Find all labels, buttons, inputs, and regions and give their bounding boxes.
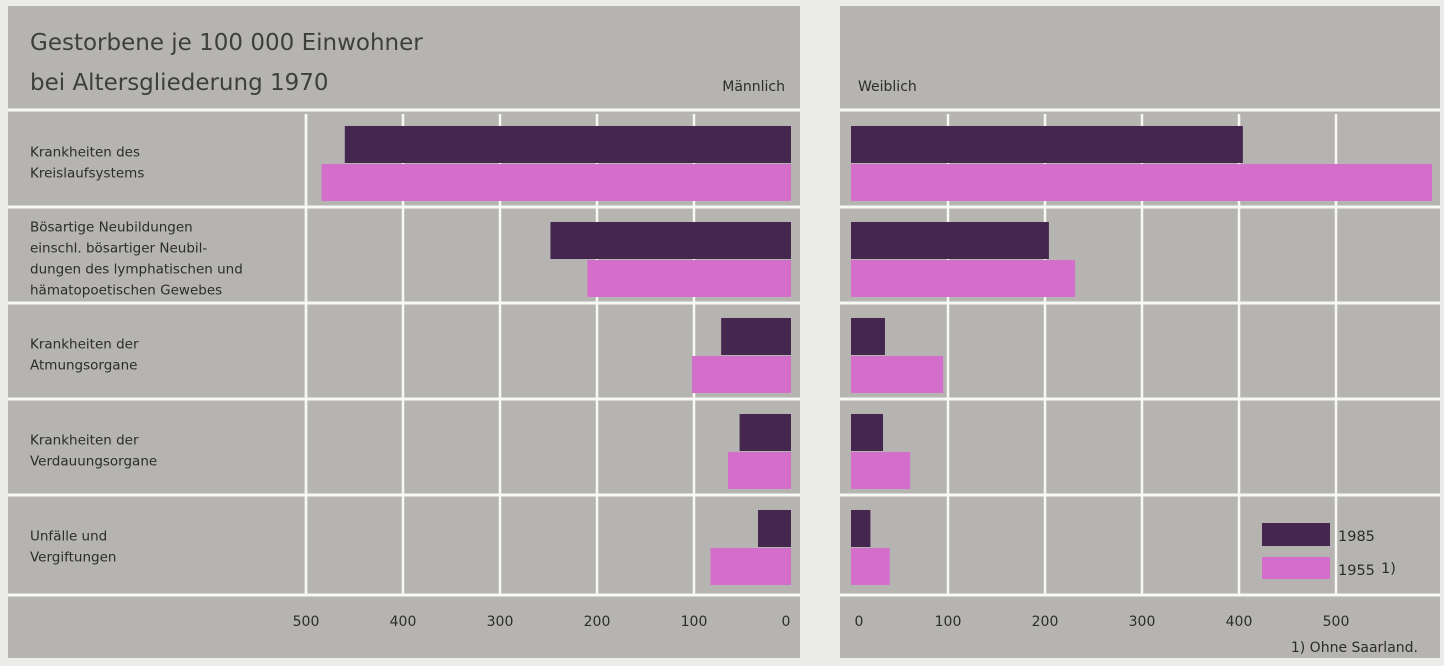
category-labels: Krankheiten des Kreislaufsystems Bösartige… <box>30 145 243 566</box>
male-tick-label: 500 <box>293 614 320 630</box>
bar-male-1985-row-1 <box>344 126 791 163</box>
male-tick-label: 200 <box>584 614 611 630</box>
category-label-row-3: Krankheiten der <box>30 337 139 353</box>
category-label-row-4: Verdauungsorgane <box>30 454 157 470</box>
bar-female-1985-row-3 <box>851 318 885 355</box>
bar-female-1985-row-1 <box>851 126 1243 163</box>
legend-note-1955: 1) <box>1381 561 1396 577</box>
bar-female-1955-row-4 <box>851 452 911 489</box>
bars <box>321 126 1432 585</box>
category-label-row-2: einschl. bösartiger Neubil- <box>30 241 207 257</box>
category-label-row-1: Kreislaufsystems <box>30 166 144 182</box>
category-label-row-2: Bösartige Neubildungen <box>30 220 193 236</box>
category-label-row-5: Unfälle und <box>30 529 107 545</box>
bar-female-1955-row-5 <box>851 548 890 585</box>
female-panel-background <box>840 6 1440 658</box>
female-tick-label: 200 <box>1032 614 1059 630</box>
bar-male-1985-row-4 <box>739 414 791 451</box>
female-tick-label: 300 <box>1129 614 1156 630</box>
legend-swatch-1955 <box>1262 557 1330 579</box>
male-panel-label: Männlich <box>722 79 785 95</box>
category-label-row-2: hämatopoetischen Gewebes <box>30 283 222 299</box>
bar-male-1985-row-2 <box>550 222 791 259</box>
bar-female-1955-row-2 <box>851 260 1076 297</box>
female-tick-label: 100 <box>935 614 962 630</box>
male-tick-label: 400 <box>390 614 417 630</box>
legend-swatch-1985 <box>1262 523 1330 546</box>
bar-male-1955-row-2 <box>587 260 791 297</box>
legend-label-1955: 1955 <box>1338 563 1375 579</box>
male-tick-label: 100 <box>681 614 708 630</box>
bar-female-1985-row-2 <box>851 222 1049 259</box>
footnote: 1) Ohne Saarland. <box>1291 640 1418 656</box>
chart-title-line-2: bei Altersgliederung 1970 <box>30 70 329 96</box>
bar-female-1985-row-5 <box>851 510 871 547</box>
bar-male-1955-row-3 <box>692 356 791 393</box>
legend: 1985 1955 1) <box>1262 523 1396 579</box>
male-tick-label: 300 <box>487 614 514 630</box>
category-label-row-3: Atmungsorgane <box>30 358 137 374</box>
chart-title-line-1: Gestorbene je 100 000 Einwohner <box>30 30 423 56</box>
legend-label-1985: 1985 <box>1338 529 1375 545</box>
bar-male-1985-row-5 <box>758 510 791 547</box>
category-label-row-5: Vergiftungen <box>30 550 116 566</box>
bar-male-1955-row-5 <box>710 548 791 585</box>
category-label-row-2: dungen des lymphatischen und <box>30 262 243 278</box>
male-tick-label: 0 <box>782 614 791 630</box>
female-panel-label: Weiblich <box>858 79 917 95</box>
bar-female-1985-row-4 <box>851 414 884 451</box>
category-label-row-1: Krankheiten des <box>30 145 140 161</box>
female-tick-label: 400 <box>1226 614 1253 630</box>
gridlines <box>8 108 1440 597</box>
bar-female-1955-row-3 <box>851 356 944 393</box>
female-tick-label: 500 <box>1323 614 1350 630</box>
tick-labels: 500 400 300 200 100 0 0 100 200 300 400 500 <box>293 614 1350 630</box>
category-label-row-4: Krankheiten der <box>30 433 139 449</box>
female-tick-label: 0 <box>855 614 864 630</box>
bar-male-1955-row-1 <box>321 164 791 201</box>
bar-male-1955-row-4 <box>727 452 791 489</box>
bar-male-1985-row-3 <box>721 318 791 355</box>
bar-female-1955-row-1 <box>851 164 1432 201</box>
